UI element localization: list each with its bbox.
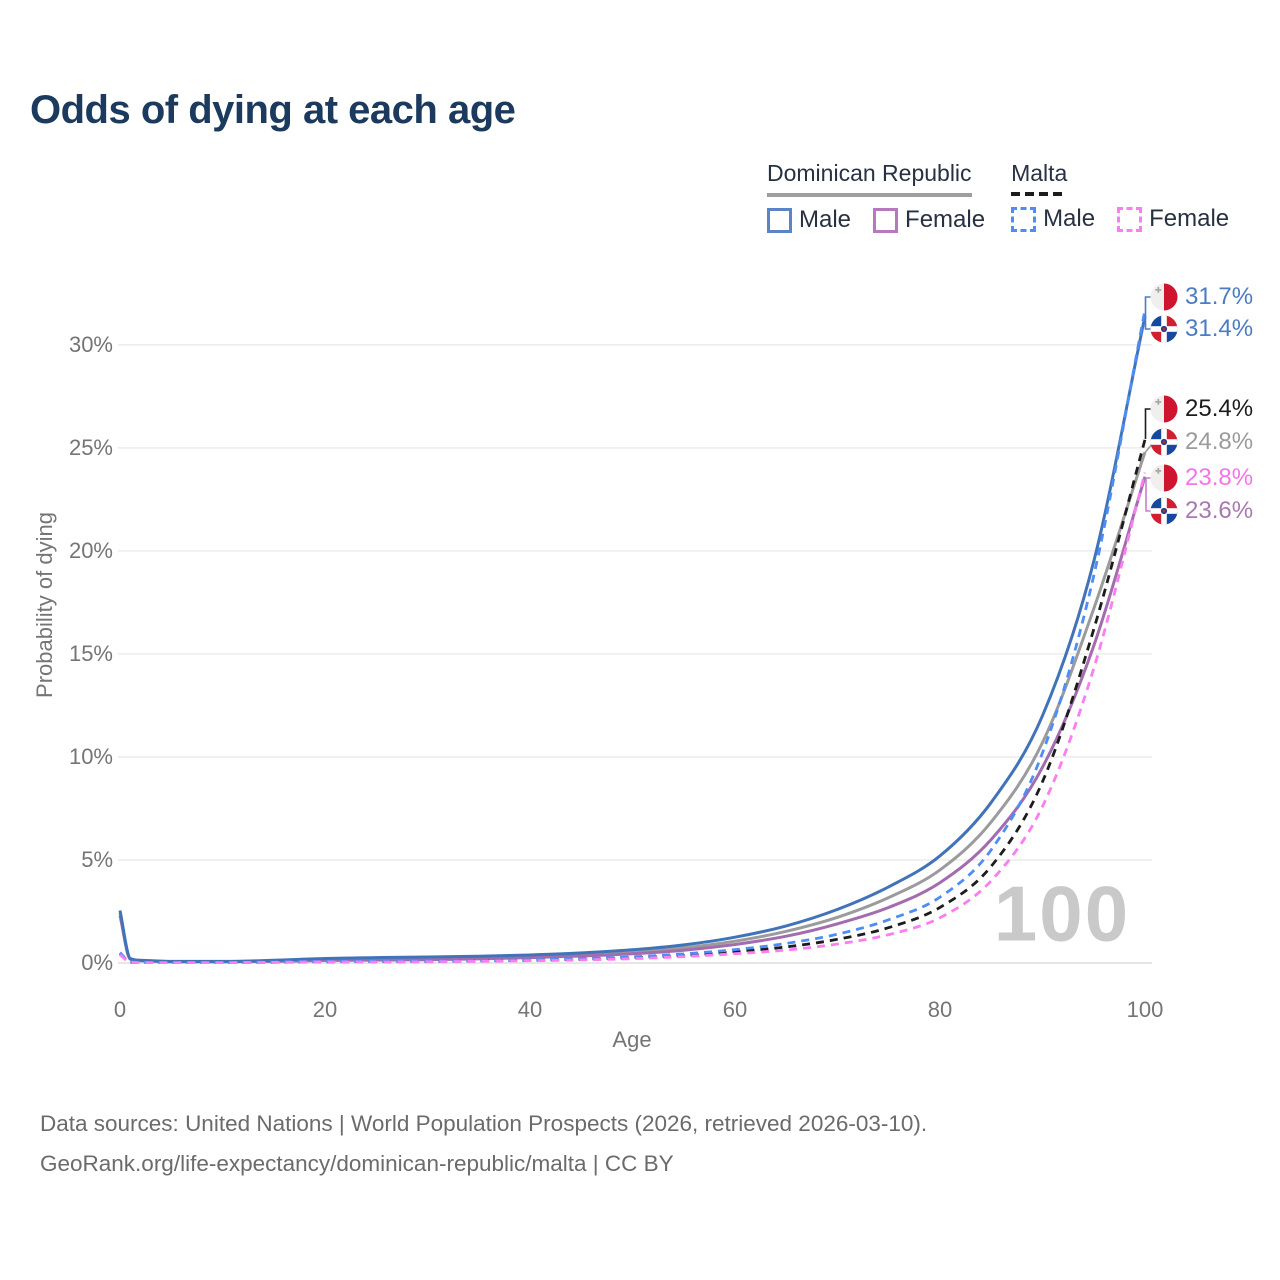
series-line-malta-female	[119, 472, 1147, 965]
x-tick-label: 60	[722, 997, 748, 1022]
legend-swatch	[1117, 206, 1143, 232]
x-tick-label: 40	[517, 997, 543, 1022]
legend-item-dominican-republic-male[interactable]: Male	[767, 206, 851, 234]
end-label-value: 31.4%	[1185, 315, 1254, 342]
end-label-value: 25.4%	[1185, 395, 1254, 422]
x-tick-label: 80	[927, 997, 953, 1022]
series-line-dominican-republic-male	[118, 315, 1147, 963]
y-tick-label: 25%	[68, 434, 113, 460]
legend-item-label: Male	[1043, 205, 1096, 232]
legend-item-label: Female	[905, 206, 986, 233]
legend-item-malta-female[interactable]: Female	[1117, 205, 1229, 233]
legend-item-label: Female	[1149, 205, 1230, 232]
end-label-dominican-republic-female: 23.6%	[1150, 497, 1253, 525]
x-tick-label: 20	[312, 997, 338, 1022]
legend-items-malta: Male Female	[1011, 205, 1229, 233]
y-tick-label: 5%	[81, 846, 113, 872]
malta-flag-icon	[1150, 464, 1178, 492]
end-label-malta-combined: 25.4%	[1150, 395, 1253, 423]
legend-item-malta-male[interactable]: Male	[1011, 205, 1095, 233]
footer-attribution: GeoRank.org/life-expectancy/dominican-re…	[40, 1151, 674, 1176]
footer-data-sources: Data sources: United Nations | World Pop…	[40, 1111, 928, 1136]
dominican-republic-flag-icon	[1150, 497, 1178, 525]
y-tick-label: 10%	[68, 743, 113, 769]
legend-items-dominican-republic: Male Female	[767, 206, 985, 234]
dominican-republic-flag-icon	[1150, 315, 1178, 343]
end-label-value: 24.8%	[1185, 428, 1254, 455]
series-line-malta-combined	[119, 439, 1147, 965]
legend-group-title-malta[interactable]: Malta	[1011, 160, 1068, 196]
end-label-dominican-republic-male: 31.4%	[1150, 315, 1253, 343]
end-label-dominican-republic-combined: 24.8%	[1150, 428, 1253, 456]
legend-swatch	[767, 207, 792, 233]
legend-swatch	[1011, 206, 1037, 232]
age-cursor-watermark: 100	[993, 869, 1131, 958]
series-line-dominican-republic-female	[118, 476, 1147, 964]
legend-group-dominican-republic: Dominican Republic Male Female	[767, 160, 985, 234]
y-tick-label: 0%	[81, 950, 113, 975]
page-title: Odds of dying at each age	[30, 88, 516, 132]
legend-item-label: Male	[799, 206, 852, 233]
x-tick-label: 100	[1126, 997, 1164, 1022]
end-label-value: 23.6%	[1185, 497, 1254, 524]
end-label-malta-female: 23.8%	[1150, 464, 1253, 492]
footer: Data sources: United Nations | World Pop…	[40, 1104, 927, 1184]
series-line-malta-male	[119, 309, 1147, 965]
end-label-malta-male: 31.7%	[1150, 283, 1253, 311]
malta-flag-icon	[1150, 395, 1178, 423]
end-label-value: 31.7%	[1185, 283, 1254, 310]
x-axis-title: Age	[612, 1027, 652, 1052]
end-label-value: 23.8%	[1185, 464, 1254, 491]
y-tick-label: 30%	[68, 331, 113, 357]
x-tick-label: 0	[113, 997, 127, 1022]
malta-flag-icon	[1150, 283, 1178, 311]
legend: Dominican Republic Male Female Malta Male…	[767, 160, 1229, 234]
y-tick-label: 20%	[68, 537, 113, 563]
legend-group-malta: Malta Male Female	[1011, 160, 1229, 234]
y-tick-label: 15%	[68, 640, 113, 666]
legend-group-title-dominican-republic[interactable]: Dominican Republic	[767, 160, 972, 197]
series-line-dominican-republic-combined	[118, 451, 1147, 964]
dominican-republic-flag-icon	[1150, 428, 1178, 456]
legend-item-dominican-republic-female[interactable]: Female	[873, 206, 985, 234]
legend-swatch	[873, 207, 899, 233]
